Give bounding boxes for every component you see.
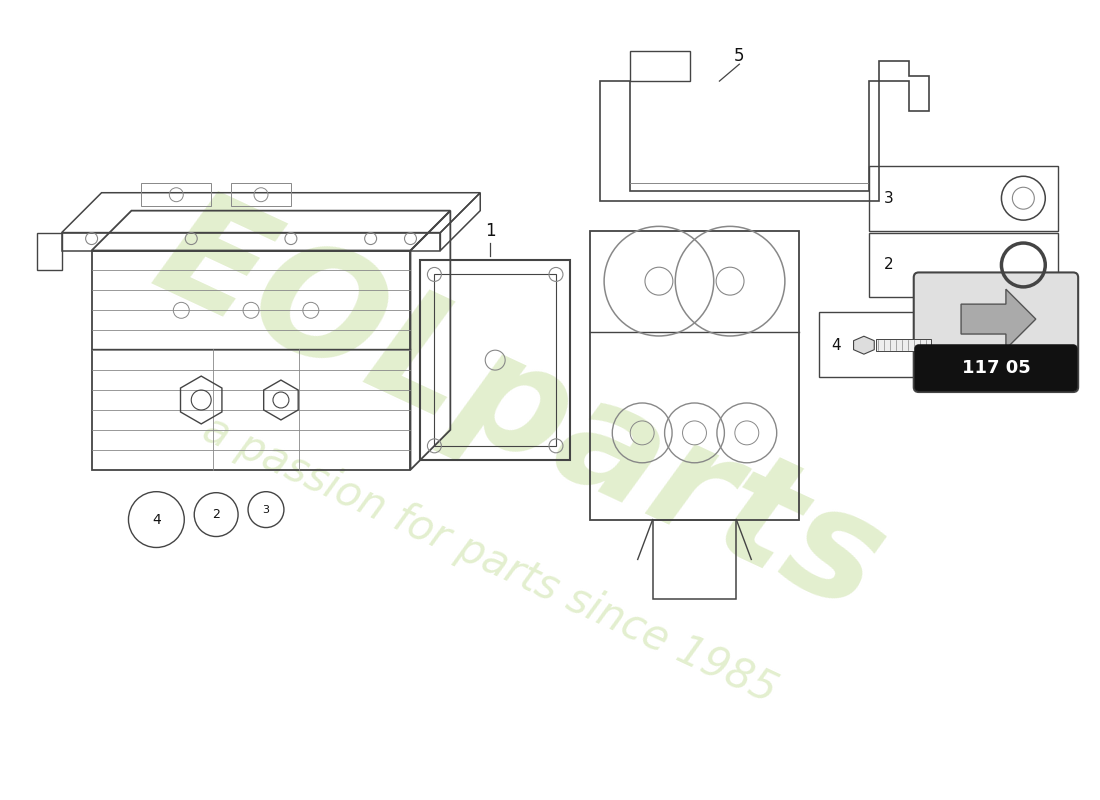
Text: 117 05: 117 05 [961, 359, 1031, 377]
Text: 4: 4 [152, 513, 161, 526]
Text: 3: 3 [883, 190, 893, 206]
Text: 2: 2 [883, 258, 893, 273]
FancyBboxPatch shape [915, 345, 1077, 391]
Text: 3: 3 [263, 505, 270, 514]
FancyBboxPatch shape [914, 273, 1078, 392]
Text: 4: 4 [830, 338, 840, 353]
Text: 2: 2 [212, 508, 220, 521]
Bar [876, 339, 931, 351]
Text: 5: 5 [734, 47, 745, 65]
Text: 1: 1 [485, 222, 495, 239]
Text: a passion for parts since 1985: a passion for parts since 1985 [197, 407, 784, 711]
Polygon shape [961, 289, 1036, 349]
Polygon shape [854, 336, 874, 354]
Text: EOLparts: EOLparts [133, 177, 906, 643]
